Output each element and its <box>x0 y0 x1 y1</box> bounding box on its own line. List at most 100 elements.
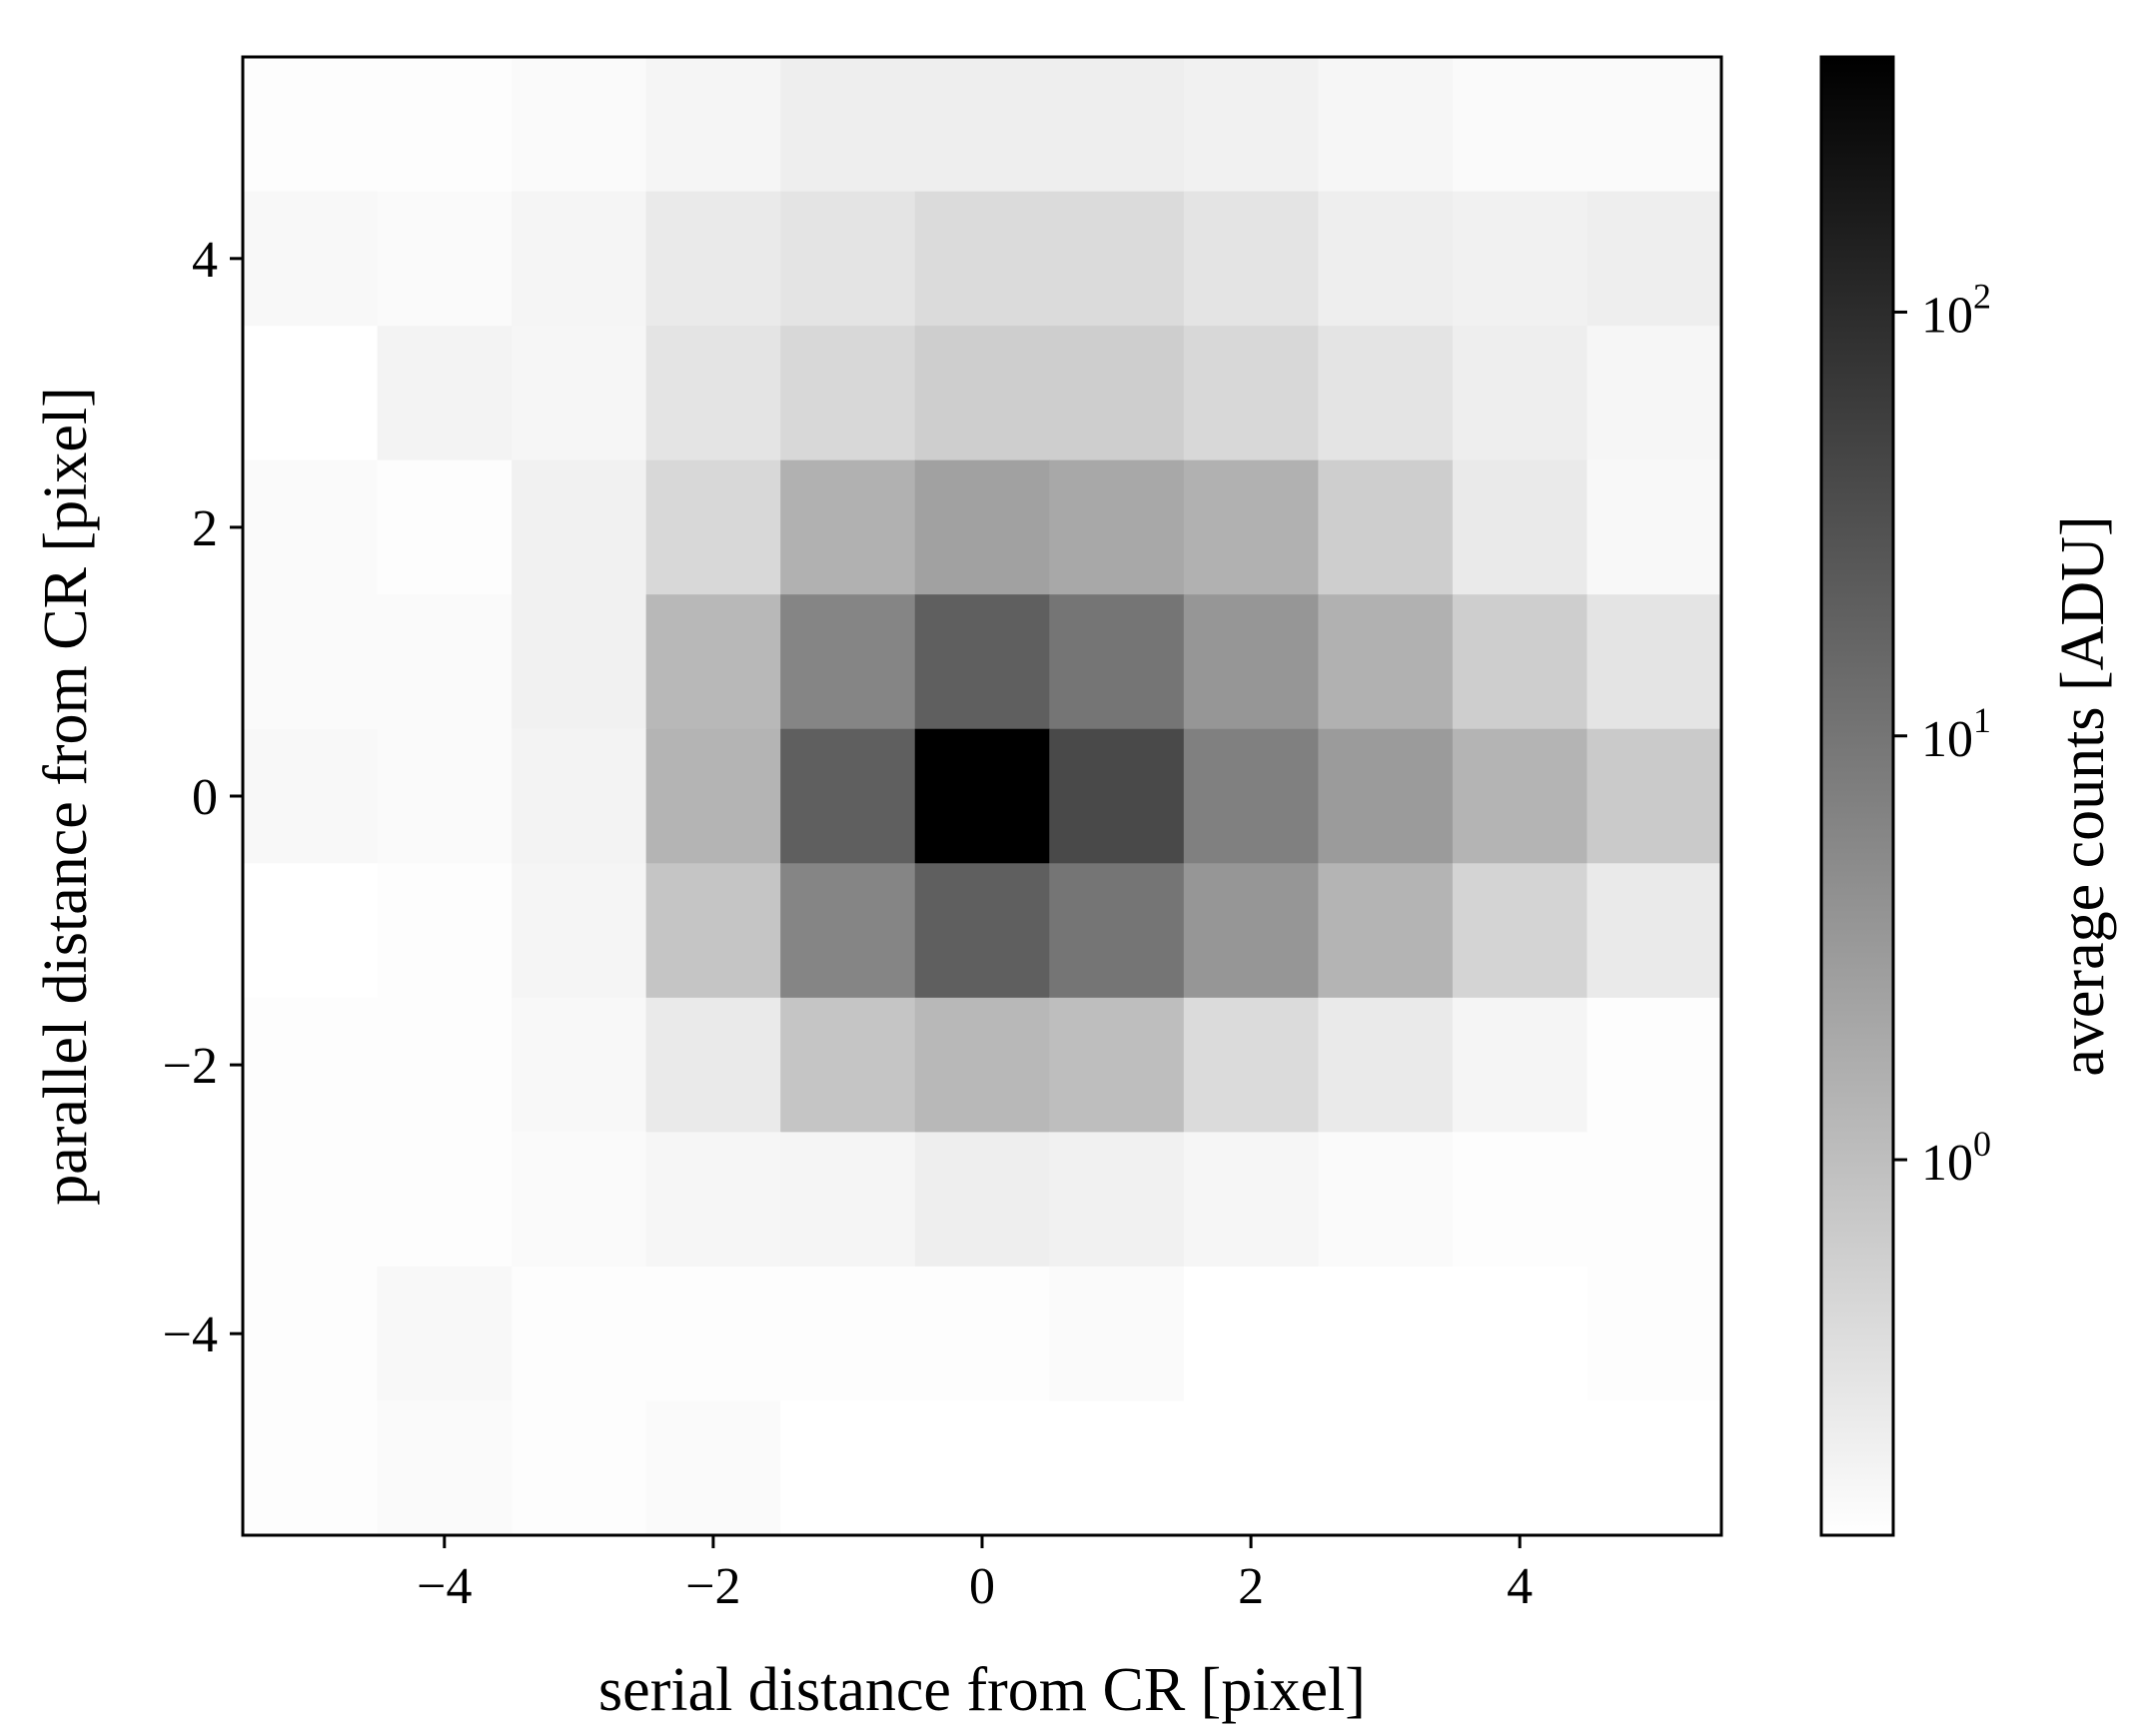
heatmap-cell <box>1183 997 1319 1133</box>
heatmap-cell <box>914 728 1050 864</box>
heatmap-cell <box>1587 326 1722 461</box>
heatmap-cell <box>914 1266 1050 1402</box>
heatmap-cell <box>1318 459 1454 595</box>
x-tick-label: 2 <box>1238 1558 1264 1615</box>
y-tick-label: −4 <box>163 1306 218 1363</box>
x-axis-label: serial distance from CR [pixel] <box>598 1656 1366 1724</box>
heatmap-cell <box>1183 1400 1319 1536</box>
heatmap-cell <box>645 57 781 193</box>
heatmap-cell <box>914 863 1050 999</box>
heatmap-cell <box>780 594 916 730</box>
heatmap-cell <box>1183 1266 1319 1402</box>
heatmap-cell <box>645 326 781 461</box>
heatmap-cell <box>1183 728 1319 864</box>
heatmap-cell <box>1452 728 1589 864</box>
heatmap-cell <box>1452 326 1589 461</box>
y-tick-label: 0 <box>192 769 218 826</box>
heatmap-cell <box>1452 1132 1589 1268</box>
heatmap-cell <box>1318 57 1454 193</box>
heatmap-cell <box>512 326 647 461</box>
heatmap-cell <box>780 997 916 1133</box>
heatmap-cell <box>914 57 1050 193</box>
heatmap-cell <box>1587 1266 1722 1402</box>
heatmap-cell <box>780 1132 916 1268</box>
heatmap-cells <box>243 57 1722 1536</box>
heatmap-cell <box>512 191 647 327</box>
heatmap-cell <box>512 459 647 595</box>
heatmap-cell <box>1452 1400 1589 1536</box>
y-tick-label: −2 <box>163 1038 218 1095</box>
heatmap-cell <box>780 1400 916 1536</box>
heatmap-cell <box>1452 863 1589 999</box>
heatmap-cell <box>1049 863 1185 999</box>
heatmap-cell <box>377 997 513 1133</box>
heatmap-cell <box>780 459 916 595</box>
heatmap-cell <box>1183 1132 1319 1268</box>
heatmap-cell <box>377 1266 513 1402</box>
heatmap-cell <box>1318 863 1454 999</box>
heatmap-cell <box>1049 1400 1185 1536</box>
heatmap-cell <box>780 1266 916 1402</box>
heatmap-cell <box>645 1132 781 1268</box>
heatmap-cell <box>512 594 647 730</box>
heatmap-cell <box>1587 57 1722 193</box>
heatmap-cell <box>512 57 647 193</box>
heatmap-cell <box>1049 1266 1185 1402</box>
y-axis-label: parallel distance from CR [pixel] <box>32 387 100 1206</box>
heatmap-cell <box>243 57 379 193</box>
heatmap-cell <box>243 1266 379 1402</box>
heatmap-cell <box>914 326 1050 461</box>
heatmap-cell <box>1049 1132 1185 1268</box>
heatmap-cell <box>377 728 513 864</box>
heatmap-cell <box>645 997 781 1133</box>
x-tick-label: −4 <box>417 1558 472 1615</box>
heatmap-cell <box>645 1400 781 1536</box>
heatmap-cell <box>512 1132 647 1268</box>
heatmap-cell <box>645 191 781 327</box>
heatmap-cell <box>377 863 513 999</box>
heatmap-cell <box>243 1400 379 1536</box>
heatmap-cell <box>377 1400 513 1536</box>
heatmap-cell <box>1049 191 1185 327</box>
heatmap-cell <box>914 1132 1050 1268</box>
heatmap-cell <box>1587 459 1722 595</box>
heatmap-cell <box>1049 997 1185 1133</box>
x-axis-ticks: −4 −2 0 2 4 <box>417 1535 1533 1615</box>
heatmap-cell <box>1318 594 1454 730</box>
heatmap-cell <box>1452 997 1589 1133</box>
x-tick-label: −2 <box>685 1558 740 1615</box>
heatmap-cell <box>1183 459 1319 595</box>
heatmap-cell <box>377 57 513 193</box>
heatmap-cell <box>243 997 379 1133</box>
heatmap-cell <box>1587 728 1722 864</box>
heatmap-cell <box>377 1132 513 1268</box>
heatmap-cell <box>914 1400 1050 1536</box>
heatmap-cell <box>1318 997 1454 1133</box>
heatmap-cell <box>914 191 1050 327</box>
heatmap-cell <box>1049 594 1185 730</box>
heatmap-cell <box>1318 326 1454 461</box>
colorbar-label: average counts [ADU] <box>2049 515 2117 1076</box>
heatmap-cell <box>377 191 513 327</box>
heatmap-cell <box>914 459 1050 595</box>
heatmap-cell <box>1452 1266 1589 1402</box>
y-tick-label: 4 <box>192 232 218 289</box>
heatmap-cell <box>1452 594 1589 730</box>
heatmap-cell <box>512 728 647 864</box>
heatmap-cell <box>780 326 916 461</box>
colorbar <box>1819 55 1895 1537</box>
heatmap-cell <box>1049 326 1185 461</box>
heatmap-cell <box>243 191 379 327</box>
heatmap-cell <box>1049 459 1185 595</box>
heatmap-cell <box>1183 863 1319 999</box>
heatmap-cell <box>1049 728 1185 864</box>
heatmap-cell <box>1318 1132 1454 1268</box>
heatmap-cell <box>1318 1400 1454 1536</box>
heatmap-cell <box>377 326 513 461</box>
x-tick-label: 0 <box>969 1558 995 1615</box>
heatmap-cell <box>243 863 379 999</box>
heatmap-cell <box>780 191 916 327</box>
colorbar-tick-label: 102 <box>1921 276 1991 344</box>
heatmap-cell <box>512 1400 647 1536</box>
heatmap-cell <box>780 728 916 864</box>
